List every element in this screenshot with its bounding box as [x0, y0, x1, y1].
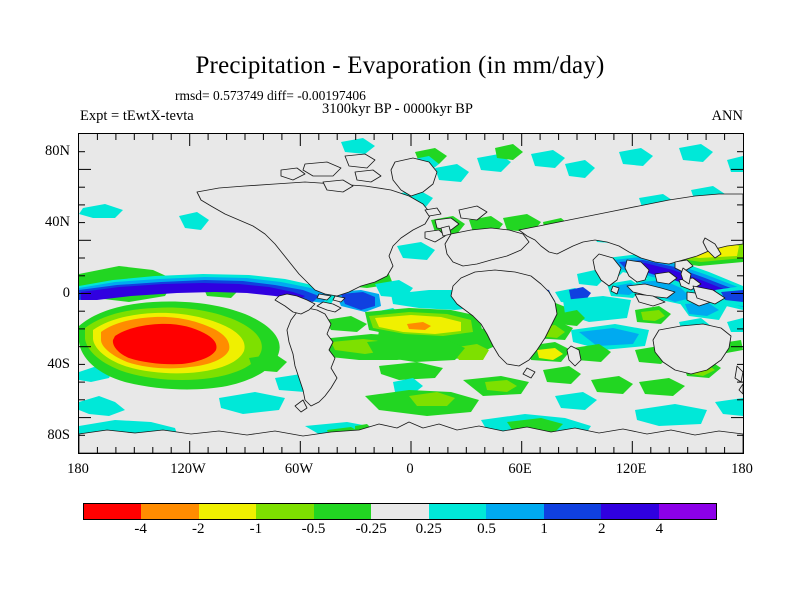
xaxis-label-180e: 180 [731, 461, 753, 477]
yaxis-label-0: 0 [62, 285, 70, 301]
xaxis-label-120e: 120E [615, 461, 647, 477]
colorbar-band-6 [428, 504, 487, 519]
axis-ticks [79, 134, 743, 453]
colorbar-tick-labels: -4 -2 -1 -0.5 -0.25 0.25 0.5 1 2 4 [83, 521, 717, 543]
xaxis-label-60e: 60E [508, 461, 532, 477]
yaxis-label-40n: 40N [45, 214, 70, 230]
colorbar-tick-0: -4 [134, 521, 147, 537]
xaxis-label-0: 0 [406, 461, 414, 477]
colorbar-band-1 [141, 504, 199, 519]
colorbar-tick-1: -2 [192, 521, 205, 537]
page-title: Precipitation - Evaporation (in mm/day) [195, 52, 605, 79]
yaxis-label-80s: 80S [47, 427, 70, 443]
coastline-overlay [79, 153, 743, 453]
colorbar-tick-4: -0.25 [355, 521, 387, 537]
colorbar-tick-8: 2 [597, 521, 606, 537]
season-label: ANN [711, 108, 743, 124]
map-plot-area [78, 133, 744, 454]
colorbar-band-2 [198, 504, 257, 519]
xaxis-label-180w: 180 [67, 461, 89, 477]
yaxis-label-80n: 80N [45, 143, 70, 159]
colorbar-band-9 [601, 504, 659, 519]
colorbar-tick-5: 0.25 [415, 521, 442, 537]
colorbar-tick-6: 0.5 [477, 521, 496, 537]
colorbar-band-0 [84, 504, 142, 519]
period-comparison-label: 3100kyr BP - 0000kyr BP [322, 101, 473, 117]
colorbar-band-3 [256, 504, 314, 519]
xaxis-label-60w: 60W [284, 461, 314, 477]
colorbar-tick-2: -1 [249, 521, 263, 537]
colorbar-band-7 [486, 504, 544, 519]
colorbar-band-8 [543, 504, 602, 519]
colorbar-band-10 [658, 504, 716, 519]
colorbar-tick-3: -0.5 [301, 521, 326, 537]
colorbar-band-4 [313, 504, 372, 519]
experiment-label: Expt = tEwtX-tevta [80, 108, 194, 124]
colorbar-tick-7: 1 [540, 521, 548, 537]
statistics-annotation: rmsd= 0.573749 diff= -0.00197406 [175, 88, 366, 103]
yaxis-label-40s: 40S [47, 356, 70, 372]
colorbar [83, 503, 717, 520]
colorbar-tick-9: 4 [655, 521, 664, 537]
xaxis-label-120w: 120W [170, 461, 206, 477]
colorbar-band-5 [371, 504, 429, 519]
